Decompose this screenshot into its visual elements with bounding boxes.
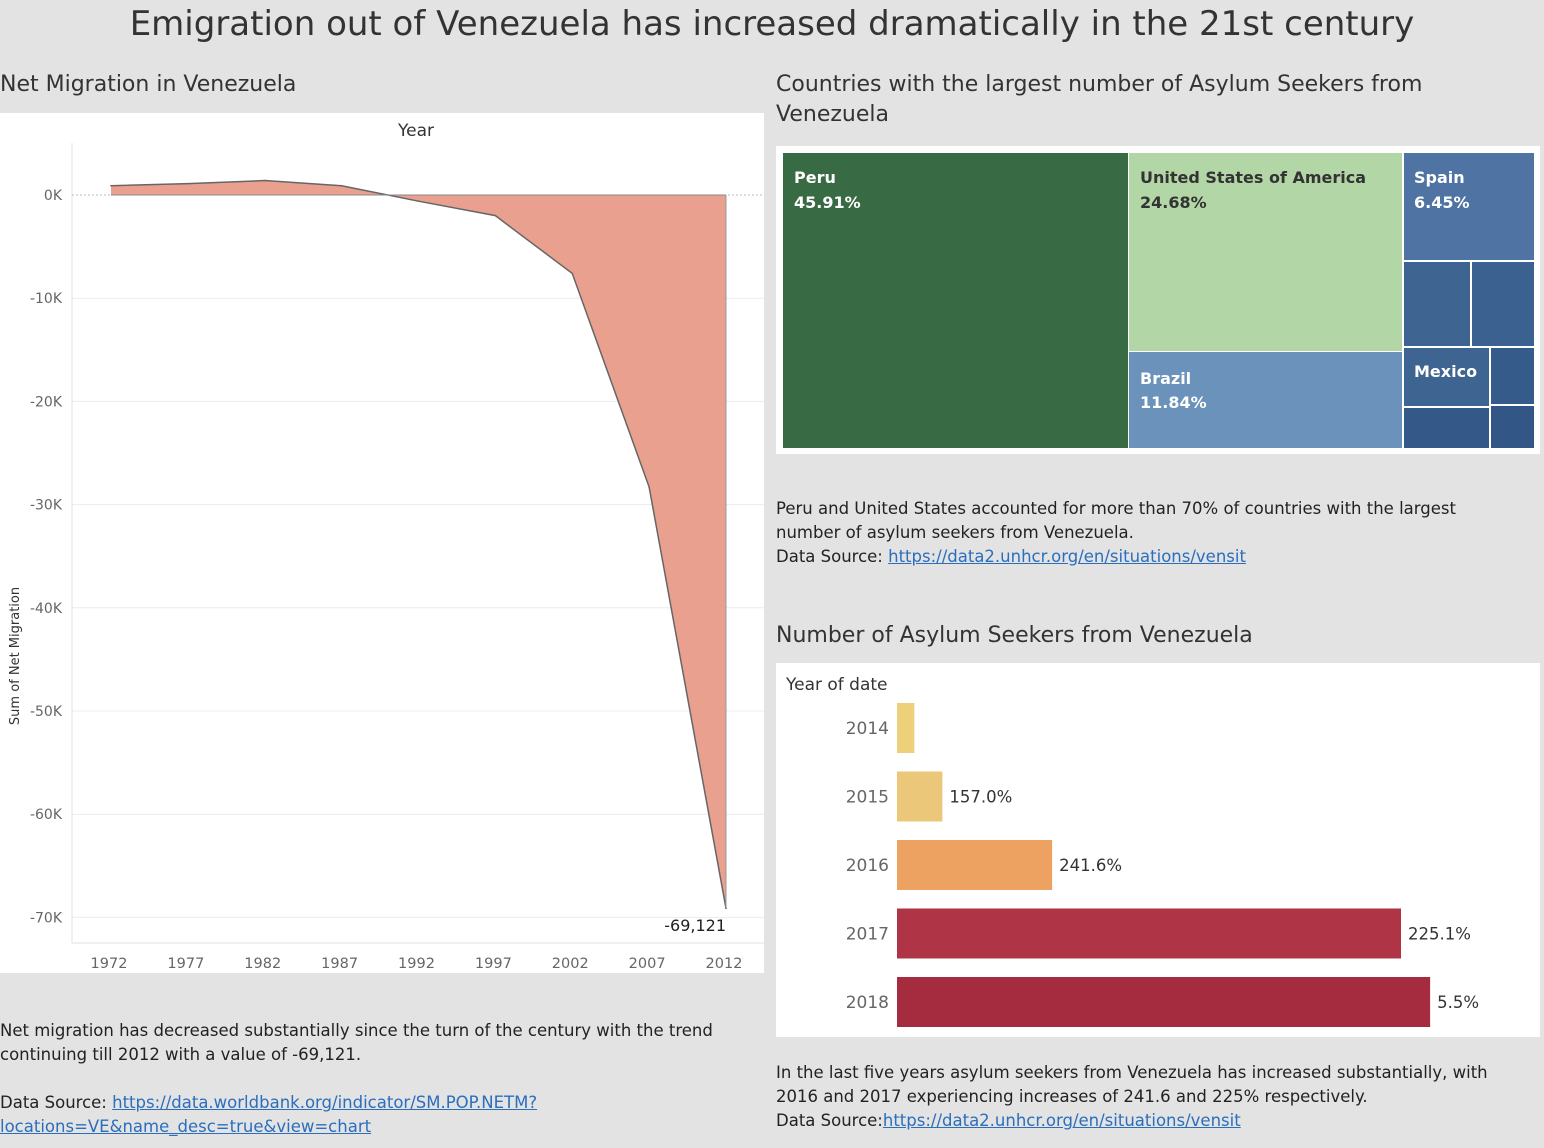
treemap-description: Peru and United States accounted for mor… bbox=[776, 497, 1536, 569]
treemap-label-usa: United States of America bbox=[1140, 168, 1366, 187]
bar-2016 bbox=[897, 840, 1053, 890]
net-migration-title: Net Migration in Venezuela bbox=[0, 72, 297, 97]
x-tick-label: 1982 bbox=[244, 956, 281, 972]
unhcr-source-link-2[interactable]: https://data2.unhcr.org/en/situations/ve… bbox=[882, 1111, 1241, 1130]
year-label-2015: 2015 bbox=[846, 788, 889, 808]
treemap-cell-other-5 bbox=[1491, 406, 1534, 448]
y-tick-label: -10K bbox=[30, 291, 63, 307]
treemap-source-label: Data Source: bbox=[776, 547, 889, 566]
asylum-bar-chart: Year of date 2014 2015 157.0% 2016 241.6% 2017… bbox=[785, 675, 1479, 1027]
x-tick-label: 1992 bbox=[398, 956, 435, 972]
treemap-cell-other-2 bbox=[1472, 262, 1534, 346]
bar-label-2016: 241.6% bbox=[1059, 856, 1122, 875]
year-label-2018: 2018 bbox=[846, 993, 889, 1013]
net-migration-source: Data Source: https://data.worldbank.org/… bbox=[0, 1091, 740, 1139]
treemap-cell-other-3 bbox=[1491, 348, 1534, 404]
net-migration-area-chart: Year 0K -10K -20K -30K -40K -50K -60K -70K Sum of… bbox=[8, 121, 764, 972]
year-label-2014: 2014 bbox=[846, 719, 889, 739]
treemap-title-line1: Countries with the largest number of Asy… bbox=[776, 72, 1423, 97]
treemap-label-peru: Peru bbox=[794, 168, 836, 187]
treemap-cell-brazil bbox=[1129, 352, 1402, 448]
year-label-2017: 2017 bbox=[846, 925, 889, 945]
y-tick-label: -30K bbox=[30, 498, 63, 514]
x-axis-title: Year bbox=[397, 121, 434, 141]
x-tick-label: 1977 bbox=[167, 956, 204, 972]
data-point-1992 bbox=[417, 200, 420, 202]
data-point-1987 bbox=[340, 184, 343, 187]
x-tick-label: 2012 bbox=[706, 956, 743, 972]
x-tick-label: 1997 bbox=[475, 956, 512, 972]
treemap-source: Data Source: https://data2.unhcr.org/en/… bbox=[776, 545, 1536, 569]
net-migration-desc-text: Net migration has decreased substantiall… bbox=[0, 1021, 713, 1064]
bar-2015 bbox=[897, 771, 943, 822]
asylum-bar-title: Number of Asylum Seekers from Venezuela bbox=[776, 623, 1253, 648]
data-point-1997 bbox=[494, 214, 497, 217]
net-migration-area bbox=[111, 180, 726, 909]
data-point-1972 bbox=[110, 184, 112, 187]
treemap-cell-other-1 bbox=[1404, 262, 1470, 346]
net-migration-description: Net migration has decreased substantiall… bbox=[0, 1019, 740, 1139]
y-tick-label: -40K bbox=[30, 601, 63, 617]
year-label-2016: 2016 bbox=[846, 856, 889, 876]
asylum-description: In the last five years asylum seekers fr… bbox=[776, 1061, 1536, 1133]
worldbank-source-link-cont[interactable]: locations=VE&name_desc=true&view=chart bbox=[0, 1117, 372, 1136]
asylum-treemap: Peru 45.91% United States of America 24.… bbox=[783, 153, 1534, 448]
y-tick-label: 0K bbox=[44, 188, 63, 204]
bar-2018 bbox=[897, 977, 1431, 1027]
treemap-cell-spain bbox=[1404, 153, 1534, 260]
bar-axis-title: Year of date bbox=[785, 675, 888, 695]
treemap-panel: Peru 45.91% United States of America 24.… bbox=[776, 146, 1540, 454]
unhcr-source-link[interactable]: https://data2.unhcr.org/en/situations/ve… bbox=[888, 547, 1246, 566]
bar-label-2015: 157.0% bbox=[949, 788, 1012, 807]
data-point-1977 bbox=[187, 182, 189, 185]
treemap-desc-line2: number of asylum seekers from Venezuela. bbox=[776, 523, 1134, 542]
data-point-2002 bbox=[571, 272, 574, 275]
treemap-label-brazil: Brazil bbox=[1140, 369, 1191, 388]
treemap-label-spain: Spain bbox=[1414, 168, 1465, 187]
treemap-title-line2: Venezuela bbox=[776, 102, 889, 127]
treemap-pct-brazil: 11.84% bbox=[1140, 393, 1207, 412]
treemap-title: Countries with the largest number of Asy… bbox=[776, 70, 1536, 130]
treemap-cell-other-4 bbox=[1404, 408, 1489, 448]
data-point-2007 bbox=[648, 486, 650, 488]
asylum-desc-line1: In the last five years asylum seekers fr… bbox=[776, 1063, 1488, 1082]
asylum-source-label: Data Source: bbox=[776, 1111, 883, 1130]
y-tick-label: -50K bbox=[30, 704, 63, 720]
y-tick-label: -20K bbox=[30, 394, 63, 410]
y-tick-label: -70K bbox=[30, 910, 63, 926]
x-tick-label: 2007 bbox=[629, 956, 666, 972]
treemap-cell-mexico bbox=[1404, 348, 1489, 406]
treemap-pct-spain: 6.45% bbox=[1414, 193, 1470, 212]
treemap-cell-peru bbox=[783, 153, 1128, 448]
net-migration-chart-panel: Year 0K -10K -20K -30K -40K -50K -60K -70K Sum of… bbox=[0, 113, 764, 973]
asylum-source: Data Source:https://data2.unhcr.org/en/s… bbox=[776, 1109, 1536, 1133]
asylum-bar-panel: Year of date 2014 2015 157.0% 2016 241.6% 2017… bbox=[776, 663, 1540, 1037]
bar-2017 bbox=[897, 908, 1401, 959]
data-point-1982 bbox=[263, 179, 266, 182]
x-tick-label: 1987 bbox=[321, 956, 358, 972]
bar-label-2017: 225.1% bbox=[1408, 925, 1471, 944]
dashboard-title: Emigration out of Venezuela has increase… bbox=[129, 4, 1415, 44]
bar-2014 bbox=[897, 703, 915, 753]
net-migration-source-label: Data Source: bbox=[0, 1093, 113, 1112]
bar-label-2018: 5.5% bbox=[1437, 993, 1479, 1012]
x-tick-label: 2002 bbox=[552, 956, 589, 972]
x-tick-label: 1972 bbox=[91, 956, 128, 972]
y-tick-label: -60K bbox=[30, 807, 63, 823]
y-axis-title: Sum of Net Migration bbox=[8, 587, 23, 725]
data-point-2012 bbox=[725, 907, 727, 910]
treemap-desc-line1: Peru and United States accounted for mor… bbox=[776, 499, 1456, 518]
asylum-desc-line2: 2016 and 2017 experiencing increases of … bbox=[776, 1087, 1368, 1106]
treemap-cell-usa bbox=[1129, 153, 1402, 351]
treemap-pct-usa: 24.68% bbox=[1140, 193, 1207, 212]
last-value-label: -69,121 bbox=[664, 916, 726, 935]
treemap-pct-peru: 45.91% bbox=[794, 193, 861, 212]
treemap-label-mexico: Mexico bbox=[1414, 362, 1477, 381]
worldbank-source-link[interactable]: https://data.worldbank.org/indicator/SM.… bbox=[112, 1093, 538, 1112]
